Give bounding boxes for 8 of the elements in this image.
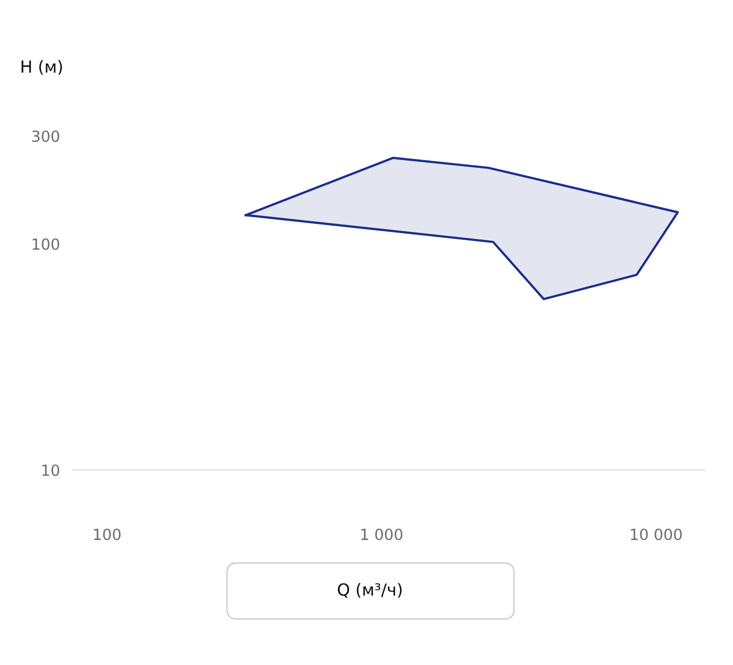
- y-tick-label: 10: [42, 464, 60, 476]
- y-tick-label: 100: [32, 238, 60, 250]
- x-tick-label: 10 000: [631, 528, 682, 540]
- y-tick-label: 300: [32, 130, 60, 142]
- x-axis-title: Q (м³/ч): [338, 582, 402, 598]
- x-tick-label: 100: [94, 528, 121, 540]
- x-tick-label: 1 000: [361, 528, 402, 540]
- y-axis-title: H (м): [22, 60, 62, 75]
